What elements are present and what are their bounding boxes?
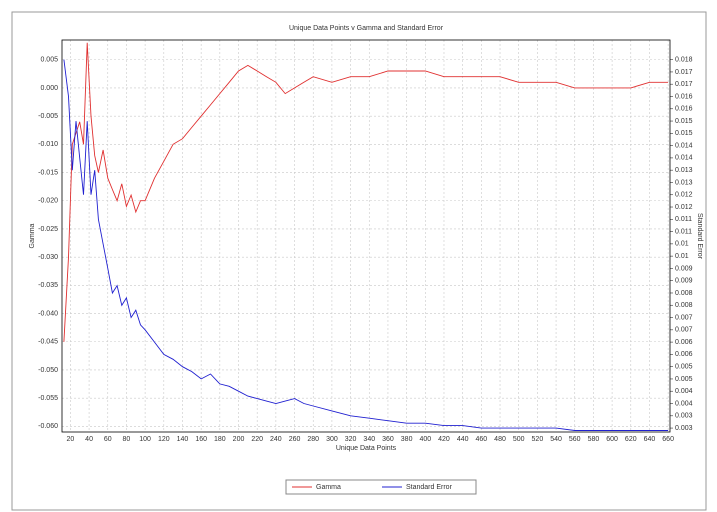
x-tick-label: 40 (85, 436, 93, 443)
y-tick-label: -0.025 (38, 226, 58, 233)
x-tick-label: 460 (475, 436, 487, 443)
legend (285, 479, 477, 495)
y-tick-label: -0.035 (38, 282, 58, 289)
x-tick-label: 60 (104, 436, 112, 443)
series-line (63, 42, 669, 342)
x-tick-label: 480 (494, 436, 506, 443)
x-tick-label: 640 (644, 436, 656, 443)
y2-tick-label: 0.017 (675, 81, 693, 88)
x-tick-label: 500 (513, 436, 525, 443)
x-tick-label: 520 (532, 436, 544, 443)
legend-label: Gamma (316, 484, 341, 491)
y2-tick-label: 0.015 (675, 118, 693, 125)
y2-tick-label: 0.01 (675, 241, 689, 248)
x-tick-label: 120 (158, 436, 170, 443)
x-tick-label: 200 (233, 436, 245, 443)
x-tick-label: 360 (382, 436, 394, 443)
x-tick-label: 320 (345, 436, 357, 443)
x-tick-label: 300 (326, 436, 338, 443)
y2-tick-label: 0.011 (675, 216, 692, 223)
y2-tick-label: 0.006 (675, 351, 693, 358)
y2-tick-label: 0.016 (675, 93, 693, 100)
y2-tick-label: 0.014 (675, 142, 693, 149)
y2-tick-label: 0.006 (675, 339, 693, 346)
plot-frame (61, 39, 671, 433)
x-tick-label: 260 (289, 436, 301, 443)
y2-tick-label: 0.018 (675, 56, 693, 63)
y2-tick-label: 0.015 (675, 130, 693, 137)
x-tick-label: 440 (457, 436, 469, 443)
y2-tick-label: 0.007 (675, 327, 693, 334)
x-tick-label: 400 (419, 436, 431, 443)
x-tick-label: 280 (307, 436, 319, 443)
x-tick-label: 420 (438, 436, 450, 443)
x-tick-label: 140 (177, 436, 189, 443)
y-tick-label: 0.000 (40, 85, 58, 92)
y2-tick-label: 0.003 (675, 413, 693, 420)
y2-tick-label: 0.009 (675, 265, 693, 272)
x-tick-label: 380 (401, 436, 413, 443)
y2-tick-label: 0.012 (675, 192, 693, 199)
x-tick-label: 220 (251, 436, 263, 443)
y2-tick-label: 0.003 (675, 425, 693, 432)
y2-axis-label: Standard Error (696, 213, 703, 260)
y-tick-label: -0.005 (38, 113, 58, 120)
y2-tick-label: 0.01 (675, 253, 689, 260)
y-tick-label: -0.020 (38, 198, 58, 205)
series-line (63, 59, 669, 431)
y2-tick-label: 0.014 (675, 155, 693, 162)
y2-tick-label: 0.013 (675, 179, 693, 186)
x-tick-label: 660 (662, 436, 674, 443)
y-tick-label: -0.060 (38, 423, 58, 430)
y2-tick-label: 0.008 (675, 302, 693, 309)
legend-label: Standard Error (406, 484, 453, 491)
y2-tick-label: 0.012 (675, 204, 693, 211)
y2-tick-label: 0.009 (675, 278, 693, 285)
x-tick-label: 540 (550, 436, 562, 443)
x-tick-label: 340 (363, 436, 375, 443)
x-tick-label: 160 (195, 436, 207, 443)
y-tick-label: -0.030 (38, 254, 58, 261)
y-tick-label: -0.045 (38, 339, 58, 346)
y2-tick-label: 0.017 (675, 69, 693, 76)
y-tick-label: -0.015 (38, 169, 58, 176)
x-tick-label: 580 (588, 436, 600, 443)
x-tick-label: 560 (569, 436, 581, 443)
y2-tick-label: 0.005 (675, 364, 693, 371)
y2-tick-label: 0.008 (675, 290, 693, 297)
y2-tick-label: 0.007 (675, 314, 693, 321)
x-tick-label: 240 (270, 436, 282, 443)
frame (11, 11, 707, 511)
x-axis-label: Unique Data Points (336, 445, 397, 452)
y-tick-label: -0.040 (38, 310, 58, 317)
y2-tick-label: 0.013 (675, 167, 693, 174)
x-tick-label: 600 (606, 436, 618, 443)
y-tick-label: -0.010 (38, 141, 58, 148)
y2-tick-label: 0.016 (675, 106, 693, 113)
y2-tick-label: 0.004 (675, 400, 693, 407)
chart-title: Unique Data Points v Gamma and Standard … (289, 25, 444, 32)
y-tick-label: -0.055 (38, 395, 58, 402)
y-tick-label: 0.005 (40, 57, 58, 64)
y-axis-label: Gamma (29, 223, 36, 248)
y2-tick-label: 0.004 (675, 388, 693, 395)
x-tick-label: 180 (214, 436, 226, 443)
x-tick-label: 20 (67, 436, 75, 443)
y-tick-label: -0.050 (38, 367, 58, 374)
y2-tick-label: 0.011 (675, 228, 692, 235)
x-tick-label: 80 (123, 436, 131, 443)
x-tick-label: 620 (625, 436, 637, 443)
x-tick-label: 100 (139, 436, 151, 443)
y2-tick-label: 0.005 (675, 376, 693, 383)
